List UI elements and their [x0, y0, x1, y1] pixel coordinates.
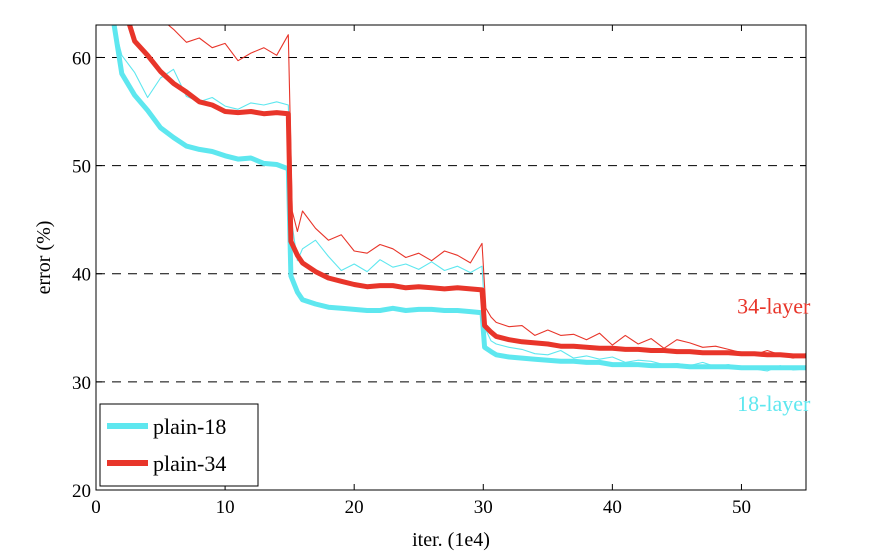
series-line-plain-34-train [167, 25, 806, 359]
x-tick-label: 10 [216, 497, 235, 518]
x-tick-label: 20 [345, 497, 364, 518]
axis-ticks: 0 10 20 30 40 50 20 30 40 50 60 [72, 25, 806, 518]
legend-box [99, 403, 259, 487]
legend: plain-18 plain-34 [99, 403, 259, 487]
annotation-18-layer: 18-layer [737, 391, 811, 416]
y-tick-label: 30 [72, 373, 91, 394]
plot-series [111, 25, 806, 372]
y-tick-label: 40 [72, 265, 91, 286]
plot-frame [95, 24, 807, 491]
annotation-34-layer: 34-layer [737, 294, 811, 319]
series-line-plain-34-val [127, 25, 806, 359]
x-axis-label: iter. (1e4) [412, 529, 490, 551]
y-axis-label: error (%) [33, 221, 55, 295]
legend-label-plain-18: plain-18 [153, 414, 226, 439]
x-tick-label: 50 [732, 497, 751, 518]
y-tick-label: 60 [72, 48, 91, 69]
grid-lines [96, 56, 806, 383]
x-tick-label: 40 [603, 497, 622, 518]
series-line-plain-18-val [111, 25, 806, 371]
x-tick-label: 0 [91, 497, 101, 518]
x-tick-label: 30 [474, 497, 493, 518]
y-tick-label: 50 [72, 157, 91, 178]
legend-label-plain-34: plain-34 [153, 451, 226, 476]
y-tick-label: 20 [72, 481, 91, 502]
